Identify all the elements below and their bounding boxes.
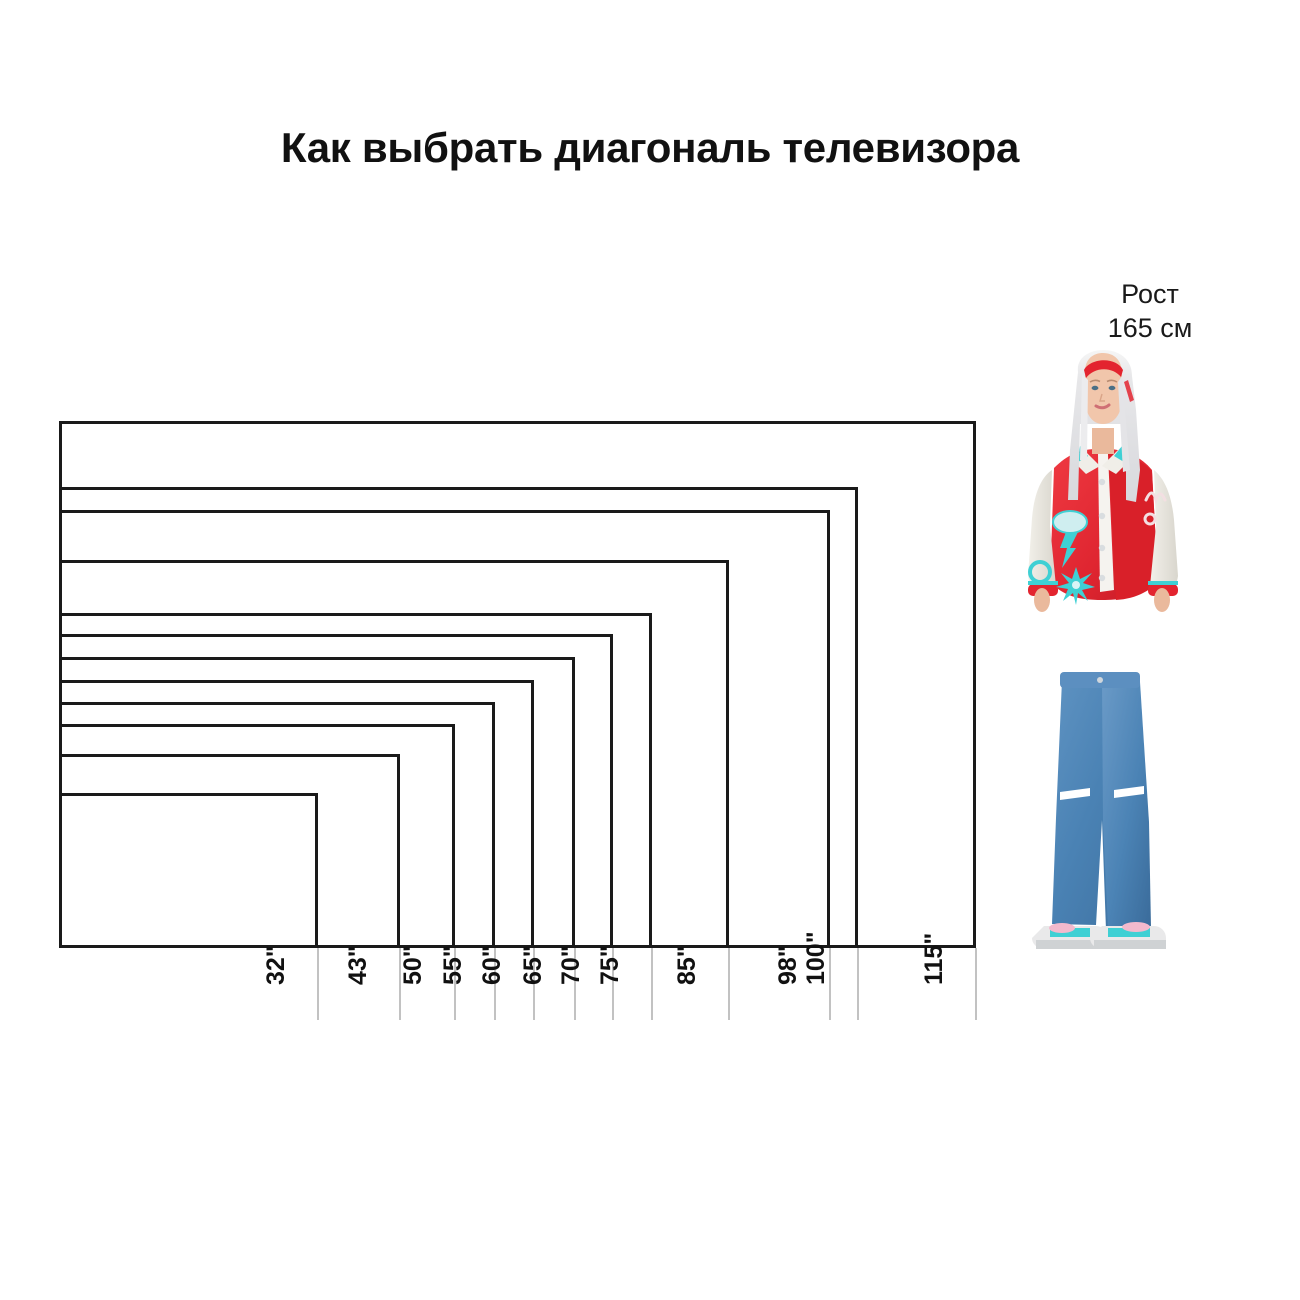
guide-line-60 — [533, 948, 535, 1020]
guide-line-32 — [317, 948, 319, 1020]
guide-line-85 — [728, 948, 730, 1020]
size-label-60: 60" — [478, 945, 506, 985]
tv-screen-rect-32 — [59, 793, 318, 948]
size-label-75: 75" — [596, 945, 624, 985]
size-label-65: 65" — [519, 945, 547, 985]
guide-line-50 — [454, 948, 456, 1020]
person-height-label: Рост — [1121, 279, 1179, 309]
guide-line-115 — [975, 948, 977, 1020]
person-figure — [990, 350, 1210, 950]
size-label-85: 85" — [673, 945, 701, 985]
size-label-43: 43" — [344, 945, 372, 985]
person-height-caption: Рост 165 см — [1040, 278, 1260, 346]
size-label-115: 115" — [920, 932, 948, 985]
guide-line-43 — [399, 948, 401, 1020]
guide-line-65 — [574, 948, 576, 1020]
page-title: Как выбрать диагональ телевизора — [280, 124, 1020, 171]
size-label-32: 32" — [262, 945, 290, 985]
guide-line-55 — [494, 948, 496, 1020]
guide-line-98 — [829, 948, 831, 1020]
guide-line-100 — [857, 948, 859, 1020]
size-label-70: 70" — [557, 945, 585, 985]
person-height-value: 165 см — [1107, 312, 1193, 343]
size-label-98: 98" — [774, 945, 802, 985]
size-label-100: 100" — [802, 931, 830, 985]
size-label-55: 55" — [439, 945, 467, 985]
guide-line-70 — [612, 948, 614, 1020]
size-label-50: 50" — [399, 945, 427, 985]
guide-line-75 — [651, 948, 653, 1020]
